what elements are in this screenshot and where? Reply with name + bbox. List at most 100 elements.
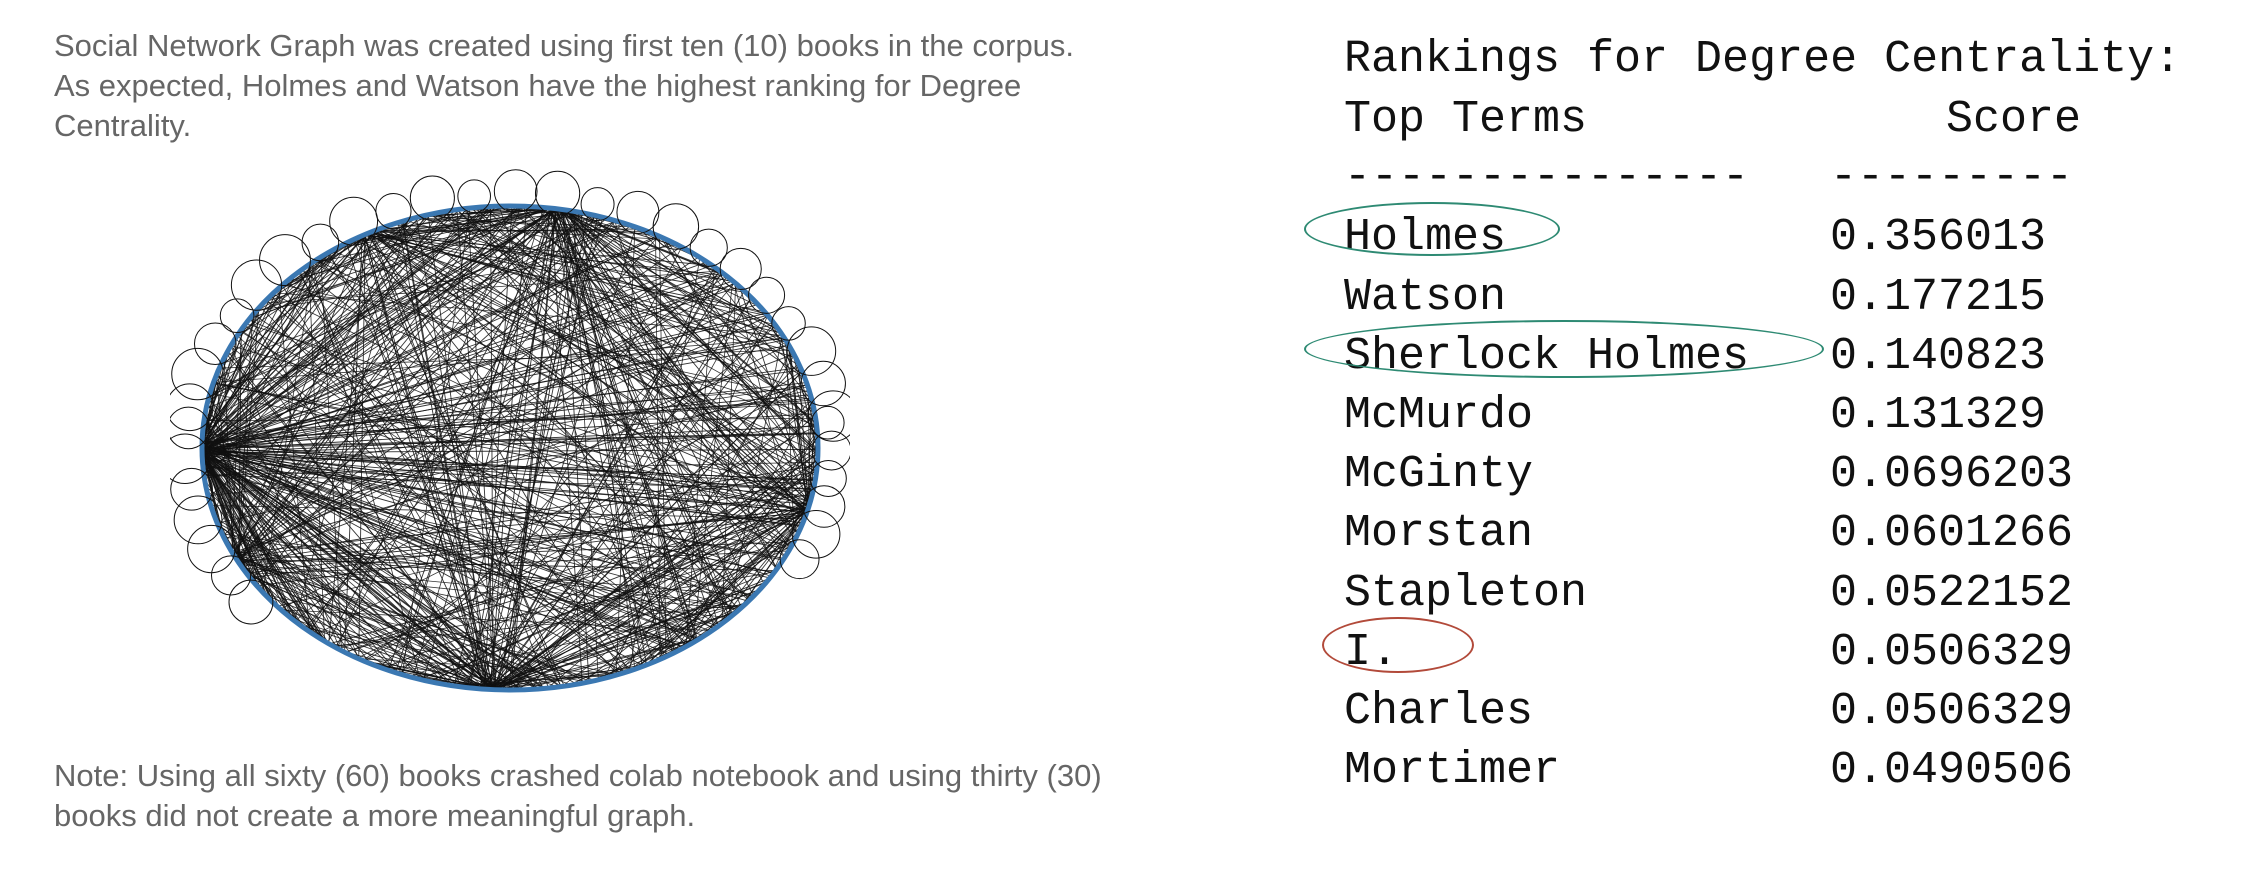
graph-edge <box>364 234 484 690</box>
graph-edge <box>326 253 625 673</box>
graph-edge <box>364 234 811 394</box>
graph-edge <box>233 315 769 556</box>
graph-edge <box>358 658 622 675</box>
graph-edge <box>240 329 695 643</box>
graph-edge <box>231 205 517 553</box>
graph-self-loop <box>259 234 311 287</box>
graph-edge <box>498 206 655 663</box>
graph-edge <box>555 208 733 616</box>
ranking-score: 0.177215 <box>1830 272 2047 323</box>
ranking-row: I. 0.0506329 <box>1300 623 2240 683</box>
graph-edge <box>237 560 596 682</box>
graph-edge <box>203 471 755 596</box>
graph-self-loop <box>170 406 210 450</box>
graph-edge <box>553 208 731 618</box>
graph-edge <box>201 240 351 444</box>
graph-self-loop <box>409 175 455 221</box>
graph-edge <box>202 461 276 605</box>
graph-self-loop <box>786 326 837 376</box>
graph-edge <box>660 236 816 484</box>
graph-node-ring <box>199 203 821 693</box>
ranking-score: 0.0696203 <box>1830 449 2074 500</box>
graph-edge <box>204 384 808 479</box>
graph-edge <box>225 212 440 542</box>
graph-edge <box>328 252 562 687</box>
ranking-score: 0.356013 <box>1830 212 2047 263</box>
header-rule-terms: --------------- <box>1344 152 1750 203</box>
ranking-term: Stapleton <box>1344 568 1588 619</box>
graph-edge <box>472 207 750 601</box>
graph-edge <box>206 489 399 674</box>
column-header-terms: Top Terms <box>1344 94 1588 145</box>
ranking-row: McMurdo 0.131329 <box>1300 386 2240 446</box>
graph-self-loops <box>170 169 850 625</box>
graph-edge <box>242 567 730 619</box>
graph-edge <box>370 232 630 672</box>
column-header-score: Score <box>1946 94 2082 145</box>
graph-edge <box>202 464 427 682</box>
graph-edge <box>224 538 330 644</box>
graph-edge <box>560 209 780 332</box>
graph-self-loop <box>193 322 237 366</box>
graph-self-loop <box>791 509 841 559</box>
graph-edge <box>204 413 322 640</box>
graph-edge <box>547 458 818 689</box>
graph-edge <box>282 284 812 401</box>
graph-edge <box>223 536 741 610</box>
graph-self-loop <box>219 298 255 334</box>
graph-edge <box>202 320 249 430</box>
graph-edge <box>369 662 498 691</box>
graph-self-loop <box>534 170 581 216</box>
graph-edge <box>202 230 375 461</box>
graph-edge <box>202 463 700 640</box>
graph-edge <box>365 661 553 689</box>
graph-edge <box>369 232 550 689</box>
ranking-row: Stapleton 0.0522152 <box>1300 564 2240 624</box>
graph-self-loop <box>171 347 224 401</box>
graph-edge <box>792 352 818 436</box>
graph-edge <box>249 507 809 579</box>
ranking-row: Morstan 0.0601266 <box>1300 504 2240 564</box>
graph-edge <box>439 212 735 283</box>
graph-self-loop <box>170 383 214 432</box>
graph-edge <box>463 272 723 688</box>
graph-edge <box>335 212 580 648</box>
graph-self-loop <box>719 247 762 290</box>
graph-edge <box>204 413 459 687</box>
graph-edge <box>202 439 807 514</box>
graph-edge <box>616 458 818 676</box>
graph-edge <box>245 571 485 690</box>
graph-self-loop <box>457 179 492 214</box>
graph-edge <box>785 340 795 542</box>
graph-edge <box>733 281 798 536</box>
graph-edge <box>382 502 811 669</box>
graph-edge <box>239 229 378 565</box>
graph-edge <box>201 394 811 448</box>
graph-edge <box>294 219 409 621</box>
graph-edge <box>219 349 792 369</box>
graph-edge <box>771 320 819 450</box>
graph-edge <box>318 258 816 417</box>
graph-edge <box>241 566 518 691</box>
graph-edge <box>205 412 700 640</box>
graph-edge <box>235 246 682 558</box>
graph-edge <box>309 215 597 632</box>
graph-edge <box>201 451 523 691</box>
graph-edge <box>232 553 523 691</box>
graph-self-loop <box>375 193 412 230</box>
graph-edge <box>363 234 495 690</box>
graph-edge <box>240 565 395 673</box>
graph-edge <box>376 229 805 520</box>
graph-edge <box>354 238 485 690</box>
graph-edges <box>201 205 819 691</box>
graph-edge <box>565 209 811 503</box>
graph-self-loop <box>811 430 850 471</box>
graph-edge <box>369 232 788 343</box>
graph-edge <box>208 205 525 399</box>
rankings-title: Rankings for Degree Centrality: <box>1344 34 2182 85</box>
graph-edge <box>470 207 814 493</box>
graph-edge <box>259 306 619 675</box>
graph-edge <box>222 208 558 537</box>
graph-self-loop <box>771 306 806 341</box>
network-graph-svg <box>170 169 850 693</box>
